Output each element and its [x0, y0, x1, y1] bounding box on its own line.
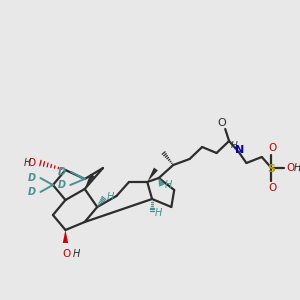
- Text: H: H: [155, 208, 162, 218]
- Polygon shape: [85, 174, 94, 189]
- Text: H: H: [73, 249, 80, 259]
- Text: O: O: [62, 249, 70, 259]
- Text: H: H: [294, 163, 300, 173]
- Text: O: O: [27, 158, 36, 168]
- Text: N: N: [235, 145, 244, 155]
- Text: O: O: [268, 143, 277, 153]
- Polygon shape: [147, 168, 158, 182]
- Text: H: H: [165, 180, 172, 190]
- Text: H: H: [107, 192, 114, 202]
- Text: D: D: [58, 167, 66, 177]
- Polygon shape: [63, 230, 68, 243]
- Text: H: H: [230, 140, 237, 149]
- Text: O: O: [287, 163, 295, 173]
- Text: O: O: [217, 118, 226, 128]
- Text: D: D: [28, 187, 36, 197]
- Text: H: H: [23, 158, 31, 168]
- Text: D: D: [57, 180, 65, 190]
- Text: S: S: [267, 164, 275, 174]
- Text: O: O: [268, 183, 277, 193]
- Text: D: D: [28, 173, 36, 183]
